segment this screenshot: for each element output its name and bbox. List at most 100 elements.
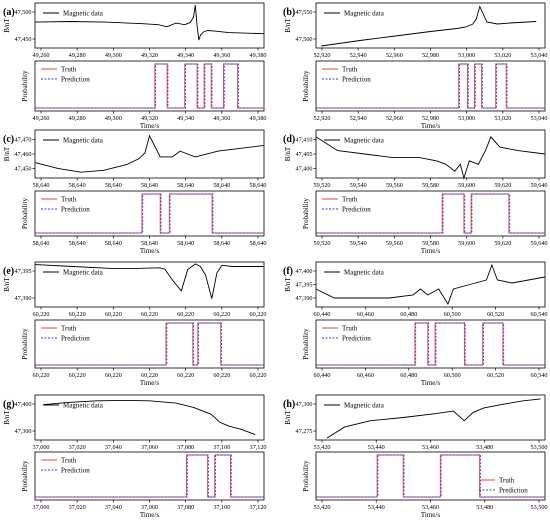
legend-prediction-label: Prediction: [61, 206, 90, 214]
x-tick-label: 60,220: [249, 311, 266, 318]
panel-b: (b) 47,500 47,550 52,920 52,940 52,960 52,980 5…: [283, 2, 548, 130]
x-tick-label: 37,080: [177, 444, 194, 451]
x-tick-label: 49,280: [69, 52, 86, 59]
legend-prediction-label: Prediction: [61, 467, 90, 475]
x-axis-title-time: Time/s: [140, 122, 159, 130]
x-tick-label: 53,420: [313, 504, 330, 511]
prediction-step-line: [316, 63, 545, 109]
x-tick-label: 59,600: [458, 240, 475, 247]
y-axis-title-magnetic: B/nT: [284, 410, 292, 425]
x-tick-label: 49,340: [177, 52, 194, 59]
x-tick-label: 52,960: [386, 115, 403, 122]
x-tick-label: 60,220: [32, 372, 49, 379]
x-tick-label: 49,280: [69, 115, 86, 122]
x-tick-label: 49,300: [105, 115, 122, 122]
x-tick-label: 59,520: [313, 240, 330, 247]
y-tick-label: 47,405: [295, 151, 312, 158]
x-tick-label: 58,640: [141, 182, 158, 189]
legend-prediction-label: Prediction: [61, 76, 90, 84]
magnetic-data-line: [34, 263, 264, 299]
legend-magnetic-label: Magnetic data: [344, 402, 385, 410]
x-tick-label: 52,960: [386, 52, 403, 59]
probability-plot-frame: [315, 319, 546, 369]
x-tick-label: 37,000: [32, 504, 49, 511]
magnetic-data-line: [321, 5, 537, 47]
legend-truth-label: Truth: [61, 66, 77, 74]
x-tick-label: 60,220: [69, 311, 86, 318]
x-tick-label: 49,340: [177, 115, 194, 122]
x-tick-label: 58,640: [32, 182, 49, 189]
x-tick-label: 59,560: [386, 240, 403, 247]
x-tick-label: 60,220: [177, 372, 194, 379]
y-tick-label: 47,395: [14, 268, 31, 275]
x-tick-label: 60,480: [400, 372, 417, 379]
x-tick-label: 53,500: [530, 444, 547, 451]
x-tick-label: 49,380: [249, 115, 266, 122]
y-tick-label: 47,300: [295, 401, 312, 408]
x-tick-label: 59,540: [350, 240, 367, 247]
y-tick-label: 47,500: [295, 36, 312, 43]
legend-prediction-label: Prediction: [342, 206, 371, 214]
legend-truth-label: Truth: [342, 196, 358, 204]
y-tick-label: 47,390: [295, 295, 312, 302]
x-tick-label: 53,500: [530, 504, 547, 511]
y-tick-label: 47,410: [295, 137, 312, 144]
x-tick-label: 37,060: [141, 444, 158, 451]
x-tick-label: 53,040: [530, 115, 547, 122]
y-axis-title-probability: Probability: [302, 70, 310, 102]
x-tick-label: 60,520: [487, 311, 504, 318]
legend-prediction-label: Prediction: [342, 76, 371, 84]
x-tick-label: 49,320: [141, 52, 158, 59]
panel-label: (c): [3, 134, 14, 145]
y-tick-label: 47,500: [14, 9, 31, 16]
x-tick-label: 59,580: [422, 240, 439, 247]
legend-prediction-label: Prediction: [342, 335, 371, 343]
x-tick-label: 37,100: [213, 444, 230, 451]
panel-label: (h): [283, 399, 295, 410]
x-tick-label: 58,640: [249, 182, 266, 189]
x-tick-label: 52,980: [422, 115, 439, 122]
prediction-step-line: [316, 322, 545, 366]
x-tick-label: 60,220: [177, 311, 194, 318]
panel-label: (a): [3, 7, 15, 18]
x-tick-label: 37,000: [32, 444, 49, 451]
x-tick-label: 60,540: [530, 372, 547, 379]
legend-magnetic-label: Magnetic data: [344, 10, 385, 18]
x-tick-label: 53,420: [313, 444, 330, 451]
y-tick-label: 47,395: [295, 282, 312, 289]
y-axis-title-magnetic: B/nT: [284, 18, 292, 33]
x-tick-label: 49,300: [105, 52, 122, 59]
panel-c: (c) 47,450 47,460 47,470 58,640 58,640 58,640 5…: [3, 129, 267, 255]
x-tick-label: 60,460: [357, 372, 374, 379]
y-tick-label: 47,450: [14, 165, 31, 172]
y-tick-label: 47,400: [295, 165, 312, 172]
x-tick-label: 58,640: [105, 182, 122, 189]
x-axis-title-time: Time/s: [140, 247, 159, 255]
y-axis-title-magnetic: B/nT: [284, 277, 292, 292]
legend-magnetic-label: Magnetic data: [344, 137, 385, 145]
x-tick-label: 53,460: [422, 444, 439, 451]
x-tick-label: 60,220: [105, 372, 122, 379]
y-tick-label: 47,400: [295, 268, 312, 275]
x-tick-label: 60,220: [213, 311, 230, 318]
x-tick-label: 58,640: [69, 182, 86, 189]
y-tick-label: 47,300: [14, 428, 31, 435]
y-tick-label: 47,275: [295, 428, 312, 435]
y-tick-label: 47,400: [14, 401, 31, 408]
panel-label: (g): [3, 399, 15, 410]
legend-magnetic-label: Magnetic data: [344, 269, 385, 277]
x-tick-label: 59,560: [386, 182, 403, 189]
magnetic-data-line: [34, 5, 265, 41]
y-tick-label: 47,470: [14, 137, 31, 144]
x-tick-label: 59,580: [422, 182, 439, 189]
x-tick-label: 60,520: [487, 372, 504, 379]
x-tick-label: 37,100: [213, 504, 230, 511]
x-tick-label: 60,220: [32, 311, 49, 318]
x-tick-label: 60,440: [313, 311, 330, 318]
x-tick-label: 58,640: [69, 240, 86, 247]
y-axis-title-magnetic: B/nT: [284, 146, 292, 161]
x-tick-label: 49,360: [213, 52, 230, 59]
x-tick-label: 49,320: [141, 115, 158, 122]
y-tick-label: 47,550: [295, 9, 312, 16]
y-tick-label: 47,390: [14, 295, 31, 302]
